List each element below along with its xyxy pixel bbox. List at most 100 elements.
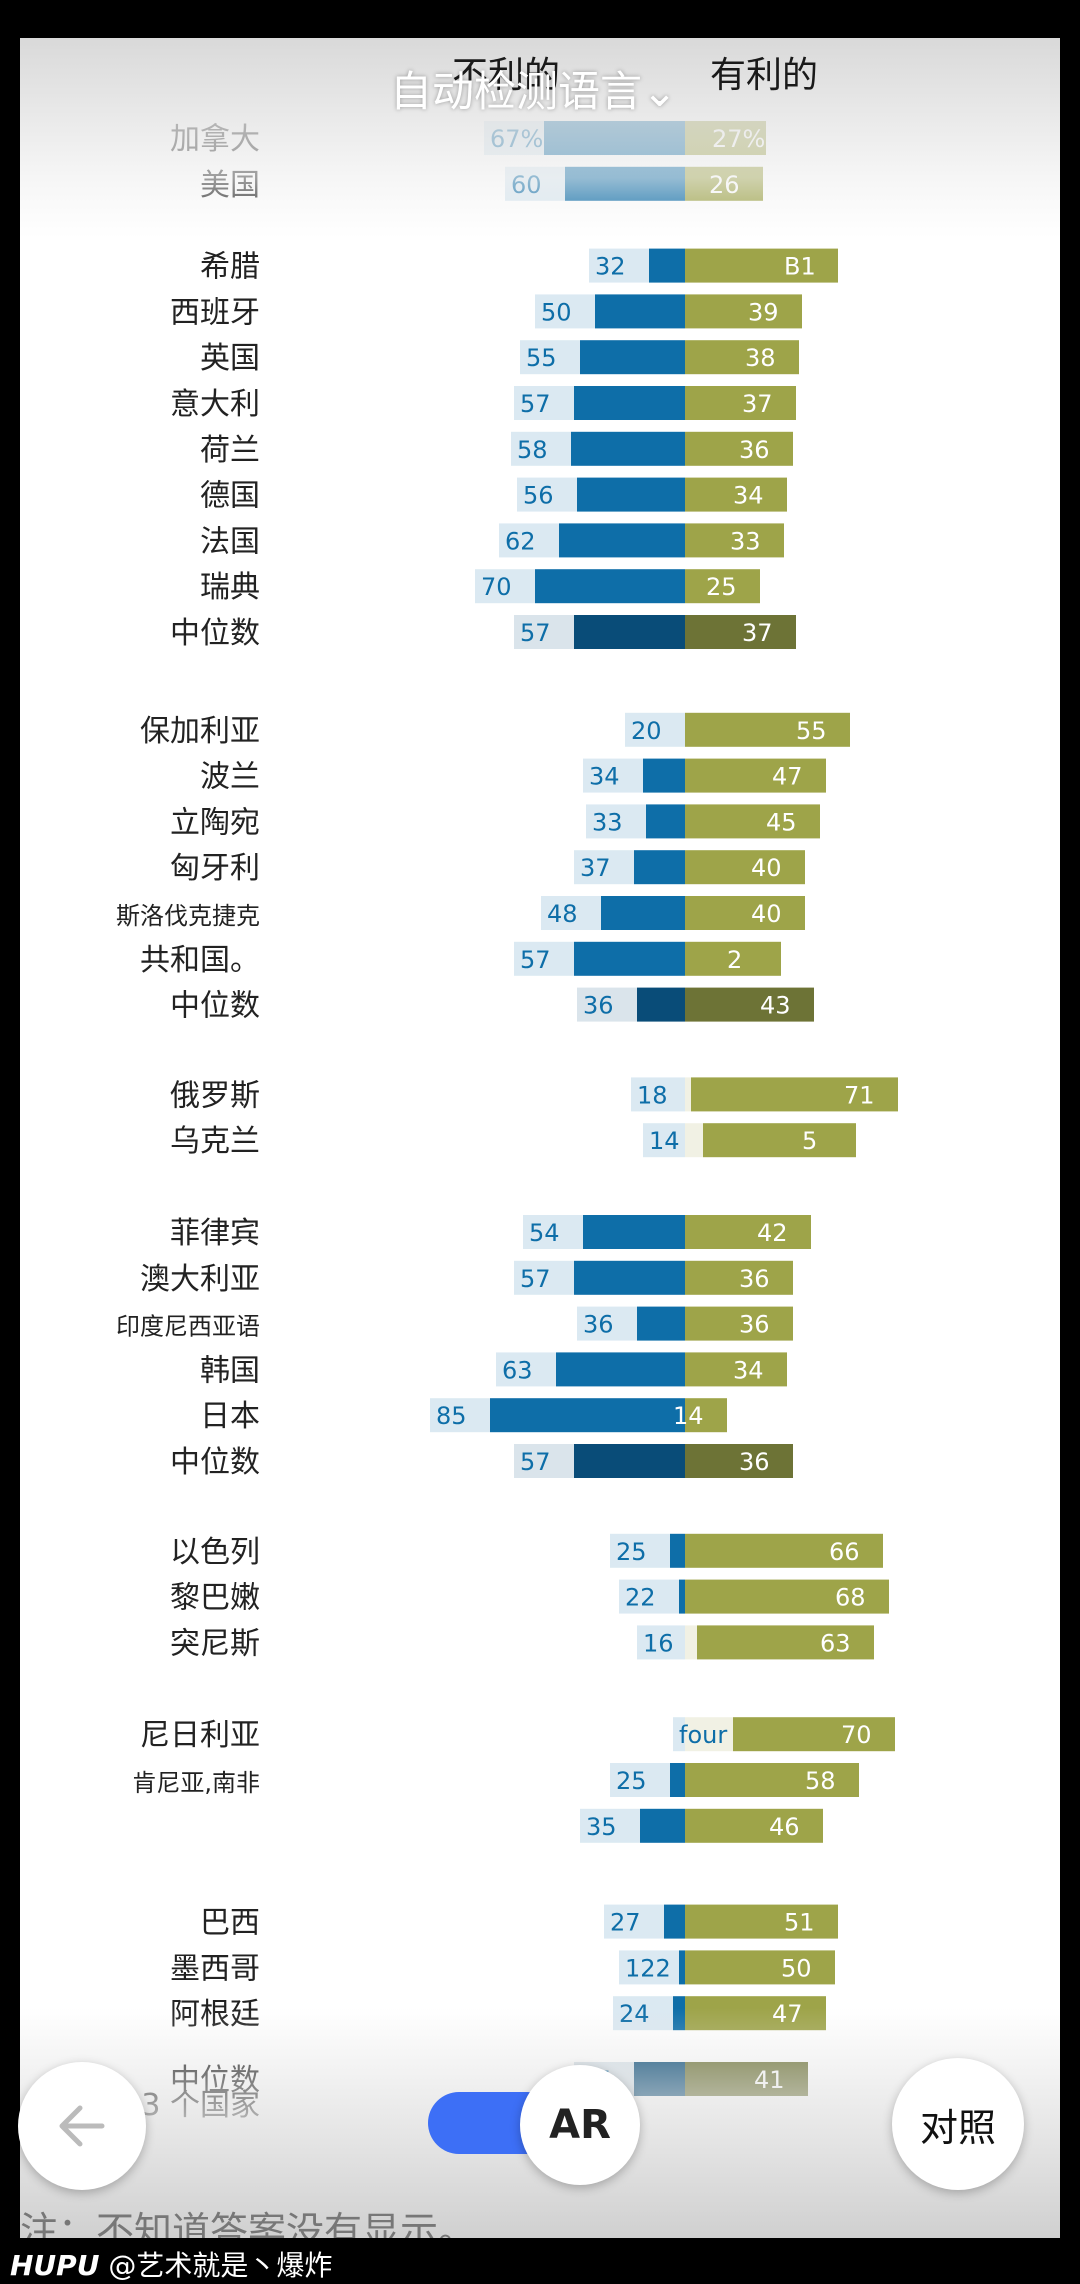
value-label-favorable: 2 [727, 946, 742, 974]
value-label-favorable: 40 [751, 900, 782, 928]
auto-detect-language-dropdown[interactable]: 自动检测语言⌄ [390, 67, 678, 116]
country-label: 瑞典 [200, 570, 260, 605]
bar-favorable [685, 340, 799, 375]
watermark-text: @艺术就是丶爆炸 [99, 2249, 333, 2282]
value-label-unfavorable: 60 [511, 171, 542, 199]
bar-favorable [685, 1533, 883, 1568]
value-label-favorable: 38 [745, 344, 776, 372]
bar-favorable [685, 1950, 835, 1985]
value-label-unfavorable: 58 [517, 436, 548, 464]
label-chip [615, 1578, 679, 1615]
country-label: 以色列 [170, 1535, 260, 1570]
label-chip [606, 1532, 670, 1569]
country-label: 巴西 [200, 1906, 260, 1941]
country-label: 印度尼西亚语 [116, 1313, 260, 1341]
bar-favorable [685, 477, 787, 512]
label-chip [513, 476, 577, 513]
bar-favorable [685, 569, 760, 604]
label-chip [426, 1397, 490, 1434]
label-chip [576, 1807, 640, 1844]
value-label-favorable: 45 [766, 808, 797, 836]
bar-favorable [685, 1625, 874, 1660]
bar-favorable [685, 987, 814, 1022]
value-label-unfavorable: 54 [529, 1219, 560, 1247]
label-chip [639, 1122, 703, 1159]
label-chip [585, 247, 649, 284]
value-label-unfavorable: 67% [490, 125, 543, 153]
country-label: 保加利亚 [140, 714, 260, 749]
label-chip [573, 1305, 637, 1342]
value-label-unfavorable: 57 [520, 1265, 551, 1293]
bar-favorable [685, 1579, 889, 1614]
unfavorable-header: 不利的 [452, 55, 561, 96]
bar-favorable [685, 1398, 727, 1433]
country-label: 加拿大 [170, 122, 260, 157]
median-category-label: 中位数 [170, 989, 260, 1024]
country-label: 澳大利亚 [140, 1262, 260, 1297]
country-label: 意大利 [170, 387, 260, 422]
label-chip [510, 385, 574, 421]
label-chip [579, 757, 643, 794]
value-label-favorable: 36 [739, 1448, 770, 1476]
country-label: 美国 [200, 168, 260, 203]
value-label-favorable: 5 [802, 1127, 817, 1155]
label-chip [633, 1624, 697, 1661]
footnote: 注：不知道答案没有显示。 [20, 2209, 477, 2238]
value-label-favorable: 26 [709, 171, 740, 199]
bar-favorable [685, 1763, 859, 1797]
value-label-favorable: 36 [739, 1265, 770, 1293]
value-label-unfavorable: four [679, 1721, 727, 1749]
country-label: 尼日利亚 [140, 1718, 260, 1753]
arrow-left-icon [59, 2105, 105, 2147]
ar-button[interactable]: AR [520, 2065, 640, 2185]
value-label-unfavorable: 36 [583, 1311, 614, 1339]
country-label: 立陶宛 [170, 805, 260, 840]
bar-favorable [685, 1077, 898, 1112]
bar-favorable [685, 248, 838, 283]
bar-favorable [685, 712, 850, 747]
bar-favorable [685, 1306, 793, 1341]
country-label: 突尼斯 [170, 1626, 260, 1661]
value-label-favorable: 41 [754, 2066, 785, 2094]
country-label: 肯尼亚,南非 [132, 1769, 260, 1797]
label-chip [570, 849, 634, 886]
bar-favorable [685, 896, 805, 930]
value-label-favorable: 47 [772, 763, 803, 791]
bar-favorable [685, 294, 802, 329]
label-chip [519, 1214, 583, 1250]
value-label-favorable: 58 [805, 1767, 836, 1795]
label-chip [615, 1949, 679, 1986]
value-label-unfavorable: 57 [520, 619, 551, 647]
label-chip [510, 940, 574, 977]
label-chip [537, 895, 601, 931]
country-count-label: 3 个国家 [141, 2088, 260, 2123]
bar-favorable [685, 758, 826, 793]
value-label-unfavorable: 24 [619, 2000, 650, 2028]
value-label-unfavorable: 32 [595, 253, 626, 281]
bar-favorable [685, 615, 796, 649]
value-label-unfavorable: 56 [523, 482, 554, 510]
value-label-favorable: 68 [835, 1584, 866, 1612]
median-category-label: 中位数 [170, 1445, 260, 1480]
value-label-unfavorable: 85 [436, 1402, 467, 1430]
compare-button[interactable]: 对照 [892, 2058, 1024, 2190]
value-label-unfavorable: 122 [625, 1954, 671, 1982]
bar-favorable [685, 1215, 811, 1249]
label-chip [621, 711, 685, 748]
chart-screen: 67% 27% 加拿大 60 26 美国 32 B1 希腊 50 39 西班牙 55 38 英国 57 37 意大… [20, 38, 1060, 2238]
back-button[interactable] [18, 2062, 146, 2190]
label-chip [531, 293, 595, 330]
value-label-favorable: 40 [751, 854, 782, 882]
value-label-favorable: 42 [757, 1219, 788, 1247]
value-label-unfavorable: 27 [610, 1909, 641, 1937]
bar-favorable [685, 941, 781, 976]
country-label: 乌克兰 [170, 1124, 260, 1159]
country-label: 俄罗斯 [170, 1078, 260, 1113]
value-label-favorable: 50 [781, 1954, 812, 1982]
label-chip [510, 614, 574, 650]
value-label-unfavorable: 55 [526, 344, 557, 372]
value-label-favorable: 47 [772, 2000, 803, 2028]
favorable-header: 有利的 [710, 55, 819, 96]
bar-favorable [685, 1996, 826, 2031]
value-label-unfavorable: 63 [502, 1356, 533, 1384]
